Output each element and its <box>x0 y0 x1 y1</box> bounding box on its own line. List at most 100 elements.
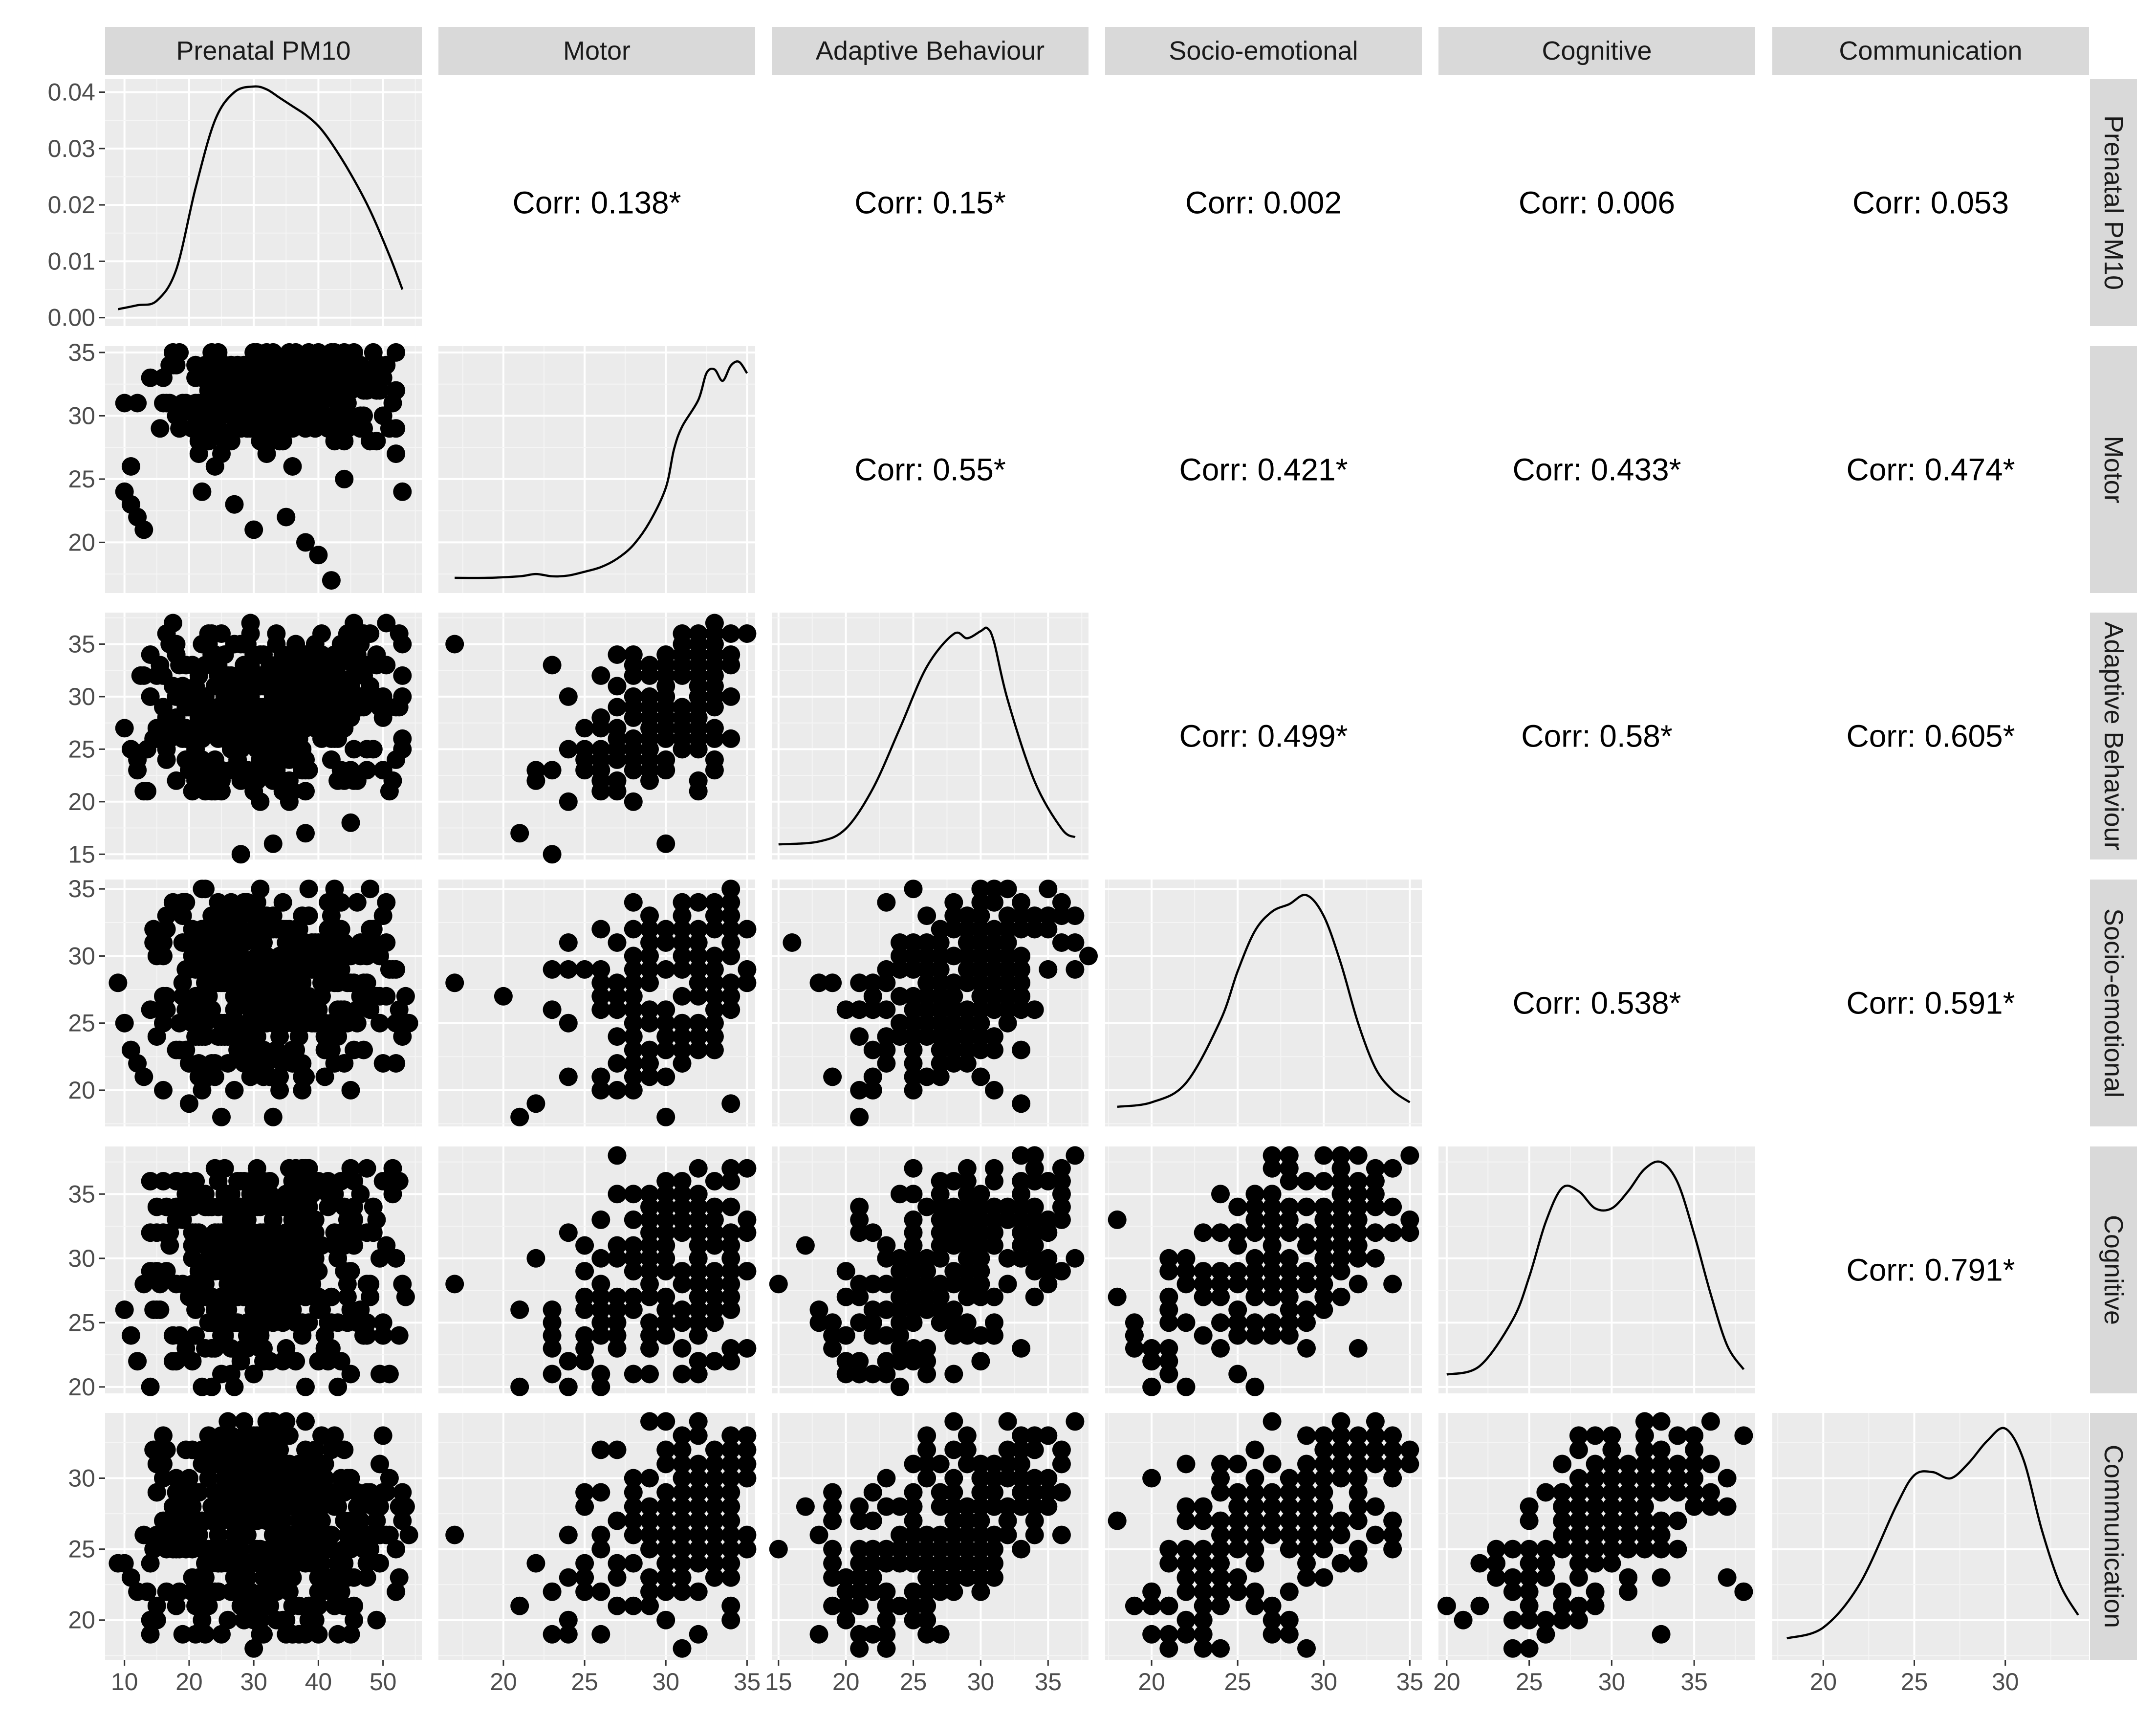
data-point <box>904 1210 923 1229</box>
data-point <box>1211 1339 1230 1358</box>
data-point <box>608 973 627 992</box>
data-point <box>305 1540 325 1559</box>
density-curve <box>117 85 404 310</box>
data-point <box>338 1525 357 1544</box>
x-tick-label: 25 <box>1224 1668 1251 1696</box>
data-point <box>1039 1210 1058 1229</box>
data-point <box>689 1554 708 1573</box>
data-point <box>624 708 643 727</box>
data-point <box>1366 1223 1385 1242</box>
data-point <box>212 1365 231 1384</box>
corr-label: Corr: 0.15* <box>854 185 1005 220</box>
data-point <box>1331 1554 1350 1573</box>
data-point <box>1066 1146 1085 1165</box>
data-point <box>144 1440 163 1459</box>
data-point <box>221 893 240 912</box>
data-point <box>383 394 402 413</box>
data-point <box>640 1412 659 1431</box>
data-point <box>904 933 923 952</box>
data-point <box>673 1483 692 1502</box>
data-point <box>221 1185 240 1204</box>
data-point <box>985 1080 1003 1100</box>
data-point <box>1012 1000 1031 1019</box>
data-point <box>170 1040 189 1059</box>
data-point <box>1142 1377 1161 1396</box>
data-point <box>656 1511 675 1530</box>
data-point <box>283 1249 302 1268</box>
x-tick-label: 30 <box>1992 1668 2019 1696</box>
data-point <box>1159 1339 1178 1358</box>
scatter-panel-4-0 <box>105 1146 422 1396</box>
data-point <box>283 1013 302 1033</box>
data-point <box>393 1027 412 1046</box>
data-point <box>877 1625 896 1644</box>
data-point <box>235 406 254 425</box>
data-point <box>721 1197 740 1216</box>
data-point <box>809 973 828 992</box>
data-point <box>1194 1223 1213 1242</box>
data-point <box>850 1287 869 1306</box>
data-point <box>1159 1596 1178 1615</box>
data-point <box>154 1426 173 1445</box>
data-point <box>341 1262 360 1281</box>
data-point <box>891 1300 909 1319</box>
data-point <box>1349 1540 1368 1559</box>
data-point <box>1211 1287 1230 1306</box>
data-point <box>931 960 950 979</box>
data-point <box>167 1483 186 1502</box>
data-point <box>689 1287 708 1306</box>
data-point <box>624 1249 643 1268</box>
corr-label: Corr: 0.006 <box>1519 185 1675 220</box>
data-point <box>212 1313 231 1332</box>
data-point <box>673 708 692 727</box>
data-point <box>944 1262 963 1281</box>
data-point <box>1159 1554 1178 1573</box>
data-point <box>212 666 231 685</box>
data-point <box>221 947 240 966</box>
data-point <box>1194 1568 1213 1587</box>
data-point <box>1635 1412 1654 1431</box>
x-tick-label: 30 <box>240 1668 267 1696</box>
data-point <box>1635 1511 1654 1530</box>
data-point <box>273 1568 292 1587</box>
data-point <box>1263 1610 1282 1630</box>
corr-panel-2-3: Corr: 0.499* <box>1179 719 1348 754</box>
data-point <box>985 893 1003 912</box>
data-point <box>189 1525 208 1544</box>
y-tick-label: 0.04 <box>48 79 95 106</box>
data-point <box>1602 1483 1621 1502</box>
data-point <box>985 1326 1003 1345</box>
data-point <box>673 893 692 912</box>
data-point <box>393 687 412 706</box>
data-point <box>931 1185 950 1204</box>
data-point <box>850 1554 869 1573</box>
data-point <box>931 987 950 1006</box>
data-point <box>971 947 990 966</box>
data-point <box>721 920 740 939</box>
data-point <box>141 1625 160 1644</box>
data-point <box>689 1185 708 1204</box>
data-point <box>1602 1511 1621 1530</box>
data-point <box>309 1352 328 1371</box>
data-point <box>1668 1483 1687 1502</box>
data-point <box>1701 1412 1720 1431</box>
data-point <box>705 1497 724 1516</box>
data-point <box>231 635 250 654</box>
data-point <box>689 1210 708 1229</box>
data-point <box>1652 1540 1671 1559</box>
data-point <box>689 1326 708 1345</box>
data-point <box>891 1027 909 1046</box>
data-point <box>345 740 364 759</box>
data-point <box>917 1426 936 1445</box>
data-point <box>1668 1469 1687 1488</box>
data-point <box>1194 1262 1213 1281</box>
scatter-panel-4-2 <box>769 1146 1089 1396</box>
data-point <box>157 624 176 643</box>
data-point <box>299 1497 318 1516</box>
data-point <box>134 666 153 685</box>
data-point <box>958 1249 977 1268</box>
data-point <box>850 973 869 992</box>
data-point <box>673 1511 692 1530</box>
data-point <box>640 1249 659 1268</box>
data-point <box>312 355 331 374</box>
